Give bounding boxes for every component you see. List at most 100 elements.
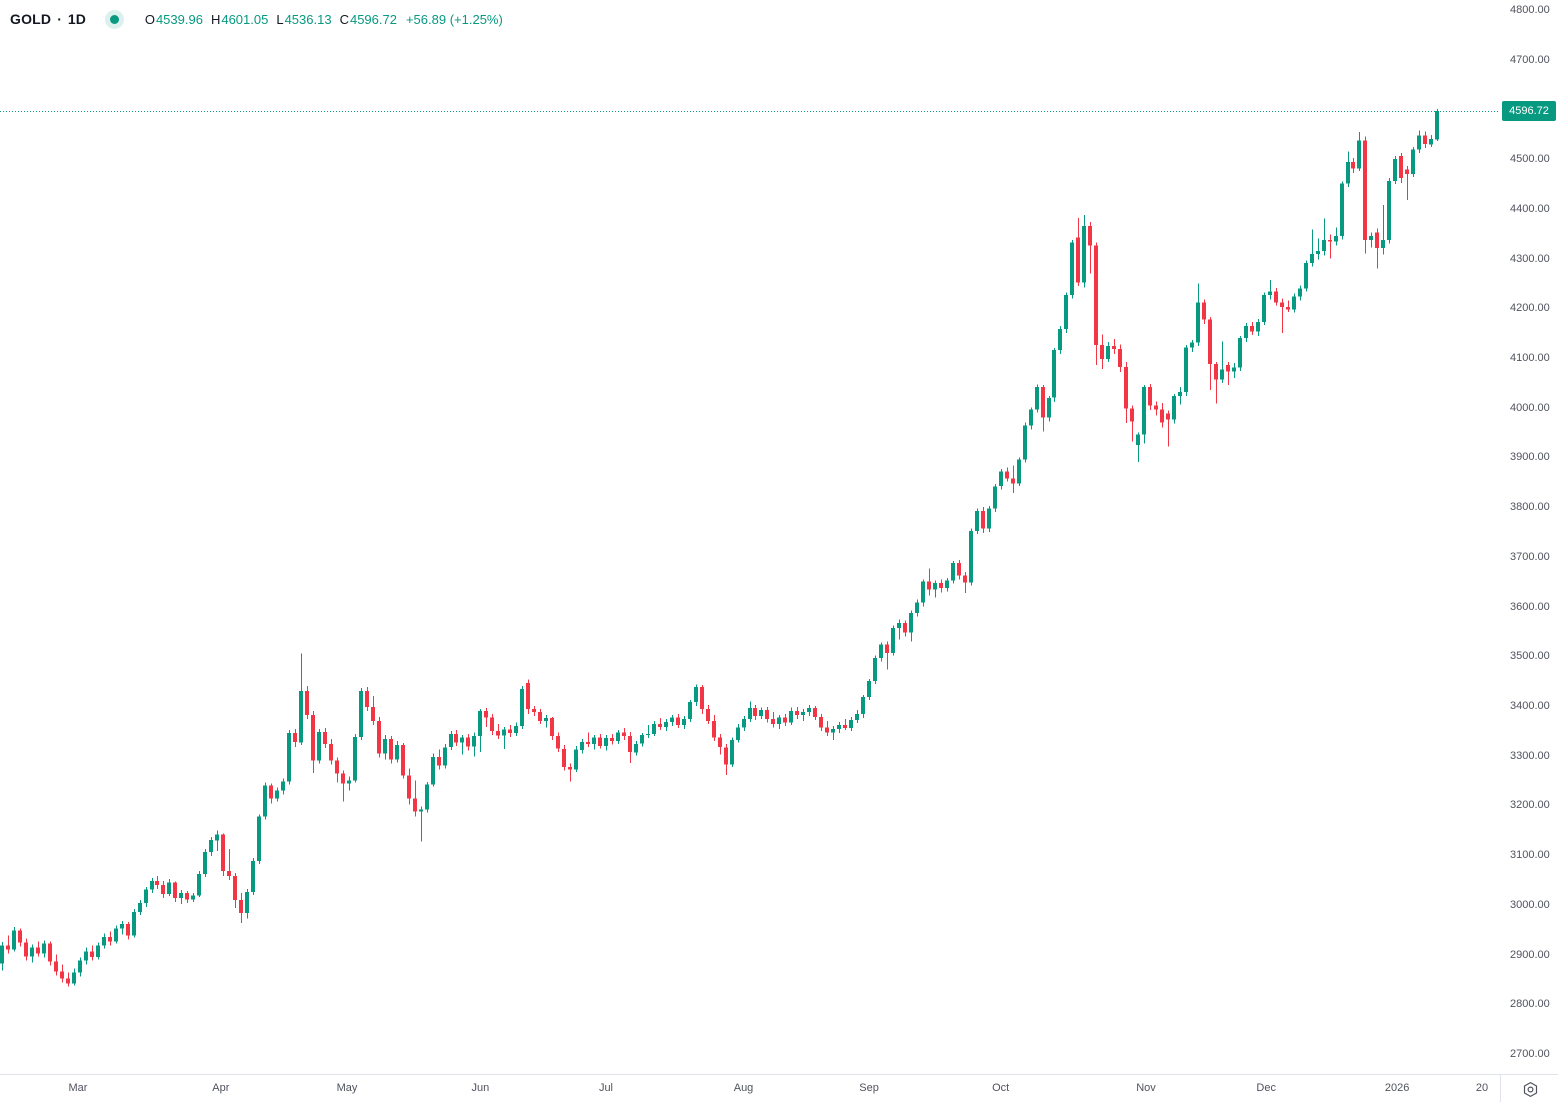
candle-body [957,562,961,576]
candle-wick [1377,228,1378,269]
timeframe-label[interactable]: 1D [67,11,86,27]
candle-body [419,809,423,812]
change-value: +56.89 (+1.25%) [405,11,503,27]
candle-wick [8,935,9,954]
candle-body [897,623,901,628]
candle-wick [1228,362,1229,385]
candle-wick [1312,229,1313,267]
candle-body [1148,386,1152,406]
time-axis-label: May [336,1082,358,1094]
candle-body [1346,162,1350,184]
chart-canvas[interactable] [0,0,1500,1074]
high-label: H [210,11,221,27]
price-axis[interactable]: 4596.72 4800.004700.004600.004500.004400… [1500,0,1558,1074]
price-axis-label: 4300.00 [1510,252,1550,265]
low-label: L [276,11,284,27]
candle-body [1196,302,1200,343]
chart-plot-area[interactable]: GOLD · 1D O 4539.96 H 4601.05 L 4536.13 C 45… [0,0,1500,1074]
candle-body [1112,346,1116,350]
candle-body [1130,408,1134,422]
candle-body [1429,138,1433,145]
candle-body [132,911,136,936]
candle-body [120,924,124,929]
candle-body [155,881,159,885]
candle-wick [462,734,463,755]
candle-body [526,683,530,709]
candle-wick [217,830,218,852]
candle-body [395,744,399,760]
candle-body [1417,135,1421,150]
candle-body [287,732,291,782]
candle-body [670,717,674,722]
candle-body [389,738,393,760]
candle-body [401,744,405,776]
candle-body [269,785,273,799]
candle-body [377,720,381,754]
candle-body [437,757,441,766]
time-axis-label: Jun [471,1082,490,1094]
candle-body [197,874,201,896]
candle-body [1005,471,1009,479]
candle-body [1435,111,1439,140]
candle-wick [833,725,834,740]
candle-body [90,951,94,958]
candle-body [718,737,722,748]
candle-body [933,583,937,590]
candle-body [622,732,626,736]
candle-body [1340,183,1344,237]
open-value: 4539.96 [155,11,203,27]
candle-body [765,710,769,719]
candle-body [1328,240,1332,242]
time-axis[interactable]: Mar Apr May Jun Jul Aug Sep Oct Nov Dec 2026 20 [0,1074,1500,1102]
candle-body [317,731,321,761]
candle-body [353,736,357,781]
high-value: 4601.05 [221,11,269,27]
candle-body [987,508,991,529]
candle-body [634,743,638,753]
candle-body [54,961,58,972]
candle-body [126,924,130,936]
candle-body [484,711,488,718]
symbol-name[interactable]: GOLD [10,11,52,27]
candle-body [1399,156,1403,179]
candle-body [915,602,919,613]
candle-body [706,709,710,721]
candle-body [466,737,470,747]
candle-body [604,737,608,746]
candle-body [598,737,602,746]
candle-body [592,737,596,744]
candle-body [999,471,1003,487]
candle-body [1405,169,1409,175]
candle-body [1280,302,1284,307]
candle-body [1292,296,1296,310]
candle-body [682,718,686,725]
candle-body [1310,254,1314,263]
candle-body [586,741,590,744]
current-price-tag-text: 4596.72 [1509,105,1549,118]
candle-body [323,731,327,744]
candle-wick [343,770,344,802]
current-price-tag: 4596.72 [1502,101,1556,122]
candle-body [1154,405,1158,410]
price-axis-label: 4400.00 [1510,202,1550,215]
candle-body [209,840,213,853]
candle-body [449,733,453,748]
candle-body [341,773,345,784]
candle-body [616,732,620,741]
candle-body [520,689,524,726]
candle-body [640,734,644,744]
time-axis-label: 20 [1475,1082,1489,1094]
candle-body [48,943,52,962]
time-axis-label: Jul [598,1082,613,1094]
price-axis-label: 2700.00 [1510,1048,1550,1060]
candle-body [789,711,793,723]
candle-body [1184,347,1188,392]
candle-body [179,892,183,898]
candle-body [496,730,500,736]
candle-body [144,889,148,903]
time-axis-label: Aug [733,1082,754,1094]
candle-body [1035,386,1039,410]
candle-body [1351,162,1355,169]
candle-body [730,739,734,765]
axis-settings-button[interactable] [1500,1074,1558,1102]
